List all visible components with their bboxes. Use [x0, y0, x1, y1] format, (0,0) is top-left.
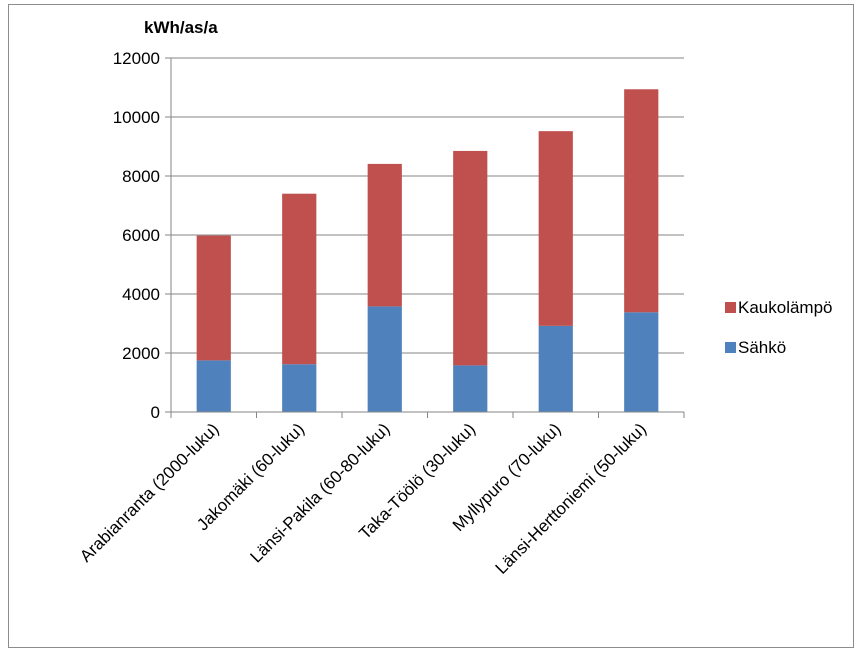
bars — [196, 89, 659, 412]
legend-swatch — [725, 342, 736, 353]
legend-label: Kaukolämpö — [738, 298, 833, 317]
bar-sahko — [538, 325, 573, 412]
x-tick-labels: Arabianranta (2000-luku)Jakomäki (60-luk… — [76, 419, 650, 577]
y-tick-labels: 0 2000 4000 6000 8000 10000 12000 — [113, 49, 160, 422]
y-tick-label: 0 — [151, 403, 160, 422]
axes — [170, 58, 684, 413]
y-tick-label: 4000 — [122, 285, 160, 304]
x-tick-label: Länsi-Herttoniemi (50-luku) — [492, 419, 650, 577]
y-tick-label: 10000 — [113, 108, 160, 127]
bar-kaukolampo — [282, 193, 317, 365]
x-tick-label: Länsi-Pakila (60-80-luku) — [247, 419, 394, 566]
bar-kaukolampo — [624, 89, 659, 313]
chart-frame: 0 2000 4000 6000 8000 10000 12000 Arabianranta… — [8, 4, 854, 648]
gridlines — [165, 57, 685, 418]
bar-kaukolampo — [538, 131, 573, 326]
legend-label: Sähkö — [738, 338, 786, 357]
bar-kaukolampo — [453, 150, 488, 366]
stacked-bar-chart: 0 2000 4000 6000 8000 10000 12000 Arabianranta… — [76, 18, 833, 578]
bar-sahko — [624, 312, 659, 412]
bar-sahko — [453, 365, 488, 412]
bar-sahko — [367, 306, 402, 412]
bar-sahko — [282, 364, 317, 412]
legend-swatch — [725, 302, 736, 313]
bar-kaukolampo — [196, 235, 231, 361]
legend: Kaukolämpö Sähkö — [725, 298, 833, 357]
y-tick-label: 12000 — [113, 49, 160, 68]
bar-kaukolampo — [367, 163, 402, 307]
y-tick-label: 8000 — [122, 167, 160, 186]
y-axis-label: kWh/as/a — [144, 18, 218, 37]
bar-sahko — [196, 360, 231, 412]
y-tick-label: 6000 — [122, 226, 160, 245]
x-tick-label: Arabianranta (2000-luku) — [76, 419, 222, 565]
y-tick-label: 2000 — [122, 344, 160, 363]
